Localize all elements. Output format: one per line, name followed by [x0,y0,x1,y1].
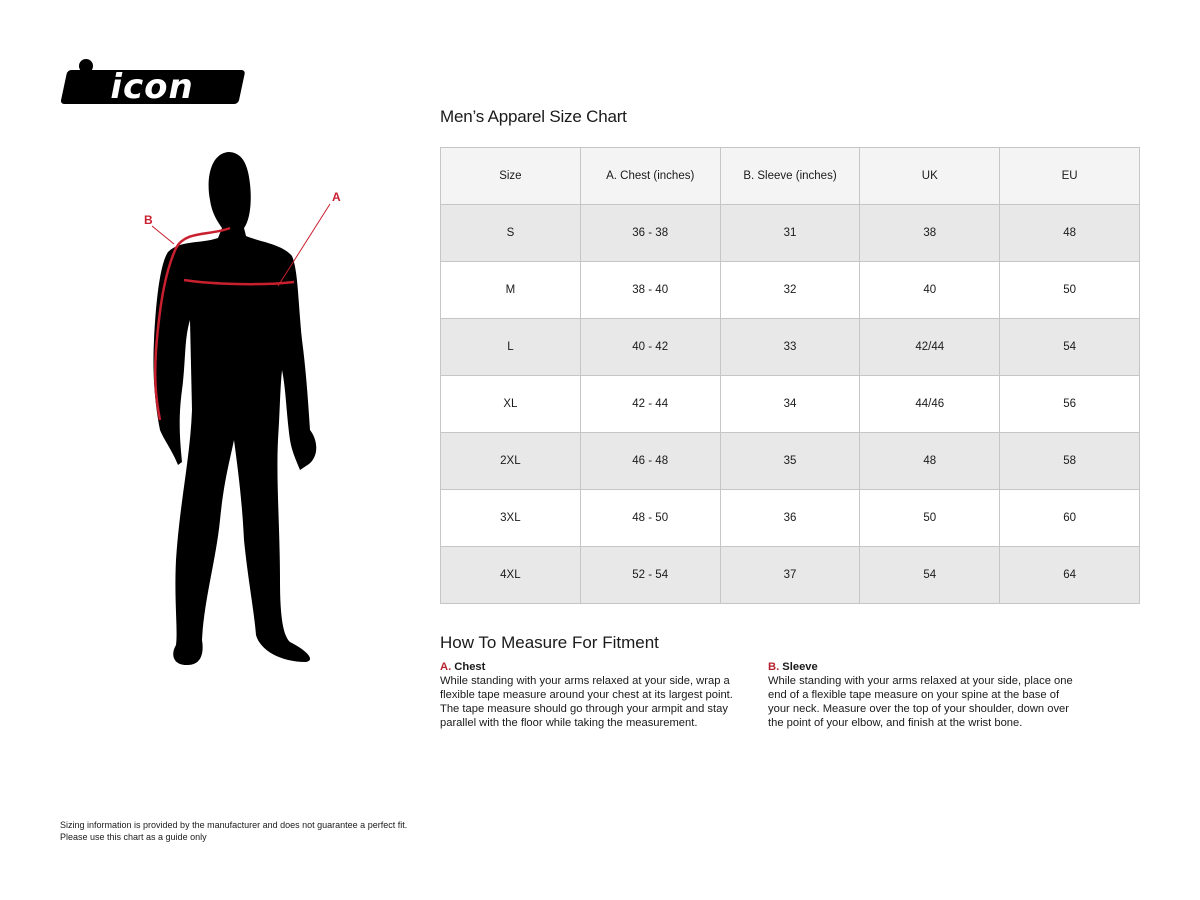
chest-letter: A. [440,661,452,673]
table-row: L 40 - 42 33 42/44 54 [440,318,1140,376]
icon-logo: icon [60,59,245,107]
cell-chest: 48 - 50 [579,489,721,547]
table-row: S 36 - 38 31 38 48 [440,204,1140,262]
table-row: 3XL 48 - 50 36 50 60 [440,489,1140,547]
cell-uk: 54 [859,546,1001,604]
header-uk: UK [859,147,1001,205]
sleeve-measure-line [153,226,231,421]
cell-size: 4XL [440,546,581,604]
disclaimer: Sizing information is provided by the ma… [60,819,407,843]
header-eu: EU [999,147,1140,205]
table-header-row: Size A. Chest (inches) B. Sleeve (inches… [440,147,1140,205]
table-row: 2XL 46 - 48 35 48 58 [440,432,1140,490]
cell-size: L [440,318,581,376]
cell-chest: 38 - 40 [579,261,721,319]
logo-text: icon [110,67,193,107]
table-row: M 38 - 40 32 40 50 [440,261,1140,319]
cell-chest: 52 - 54 [579,546,721,604]
cell-uk: 44/46 [859,375,1001,433]
size-chart-title: Men’s Apparel Size Chart [440,107,627,126]
measure-lines [153,226,295,421]
size-chart-table: Size A. Chest (inches) B. Sleeve (inches… [440,147,1140,604]
cell-eu: 54 [999,318,1140,376]
table-row: XL 42 - 44 34 44/46 56 [440,375,1140,433]
cell-uk: 40 [859,261,1001,319]
cell-eu: 64 [999,546,1140,604]
cell-eu: 56 [999,375,1140,433]
sleeve-label: Sleeve [782,661,818,673]
sleeve-instructions: B. Sleeve While standing with your arms … [768,660,1078,730]
cell-size: S [440,204,581,262]
measure-title: How To Measure For Fitment [440,633,659,652]
header-chest: A. Chest (inches) [579,147,721,205]
header-size: Size [440,147,581,205]
cell-uk: 42/44 [859,318,1001,376]
cell-uk: 50 [859,489,1001,547]
cell-chest: 42 - 44 [579,375,721,433]
chest-text: While standing with your arms relaxed at… [440,675,733,729]
silhouette [153,152,317,666]
body-silhouette-illustration: A B [144,152,341,666]
cell-sleeve: 32 [719,261,861,319]
cell-size: 2XL [440,432,581,490]
header-sleeve: B. Sleeve (inches) [719,147,861,205]
cell-eu: 48 [999,204,1140,262]
cell-eu: 50 [999,261,1140,319]
cell-size: M [440,261,581,319]
sleeve-letter: B. [768,661,780,673]
disclaimer-line-1: Sizing information is provided by the ma… [60,820,408,830]
chest-label: Chest [454,661,486,673]
cell-uk: 38 [859,204,1001,262]
cell-eu: 58 [999,432,1140,490]
cell-chest: 36 - 38 [579,204,721,262]
cell-sleeve: 34 [719,375,861,433]
chest-measure-line [183,278,295,286]
chest-instructions: A. Chest While standing with your arms r… [440,660,750,730]
sleeve-text: While standing with your arms relaxed at… [768,675,1073,729]
cell-chest: 46 - 48 [579,432,721,490]
cell-sleeve: 31 [719,204,861,262]
label-a: A [332,190,341,204]
cell-chest: 40 - 42 [579,318,721,376]
table-row: 4XL 52 - 54 37 54 64 [440,546,1140,604]
cell-sleeve: 33 [719,318,861,376]
cell-size: XL [440,375,581,433]
disclaimer-line-2: Please use this chart as a guide only [60,832,207,842]
cell-sleeve: 35 [719,432,861,490]
cell-eu: 60 [999,489,1140,547]
cell-uk: 48 [859,432,1001,490]
cell-sleeve: 37 [719,546,861,604]
label-b: B [144,213,153,227]
cell-sleeve: 36 [719,489,861,547]
cell-size: 3XL [440,489,581,547]
